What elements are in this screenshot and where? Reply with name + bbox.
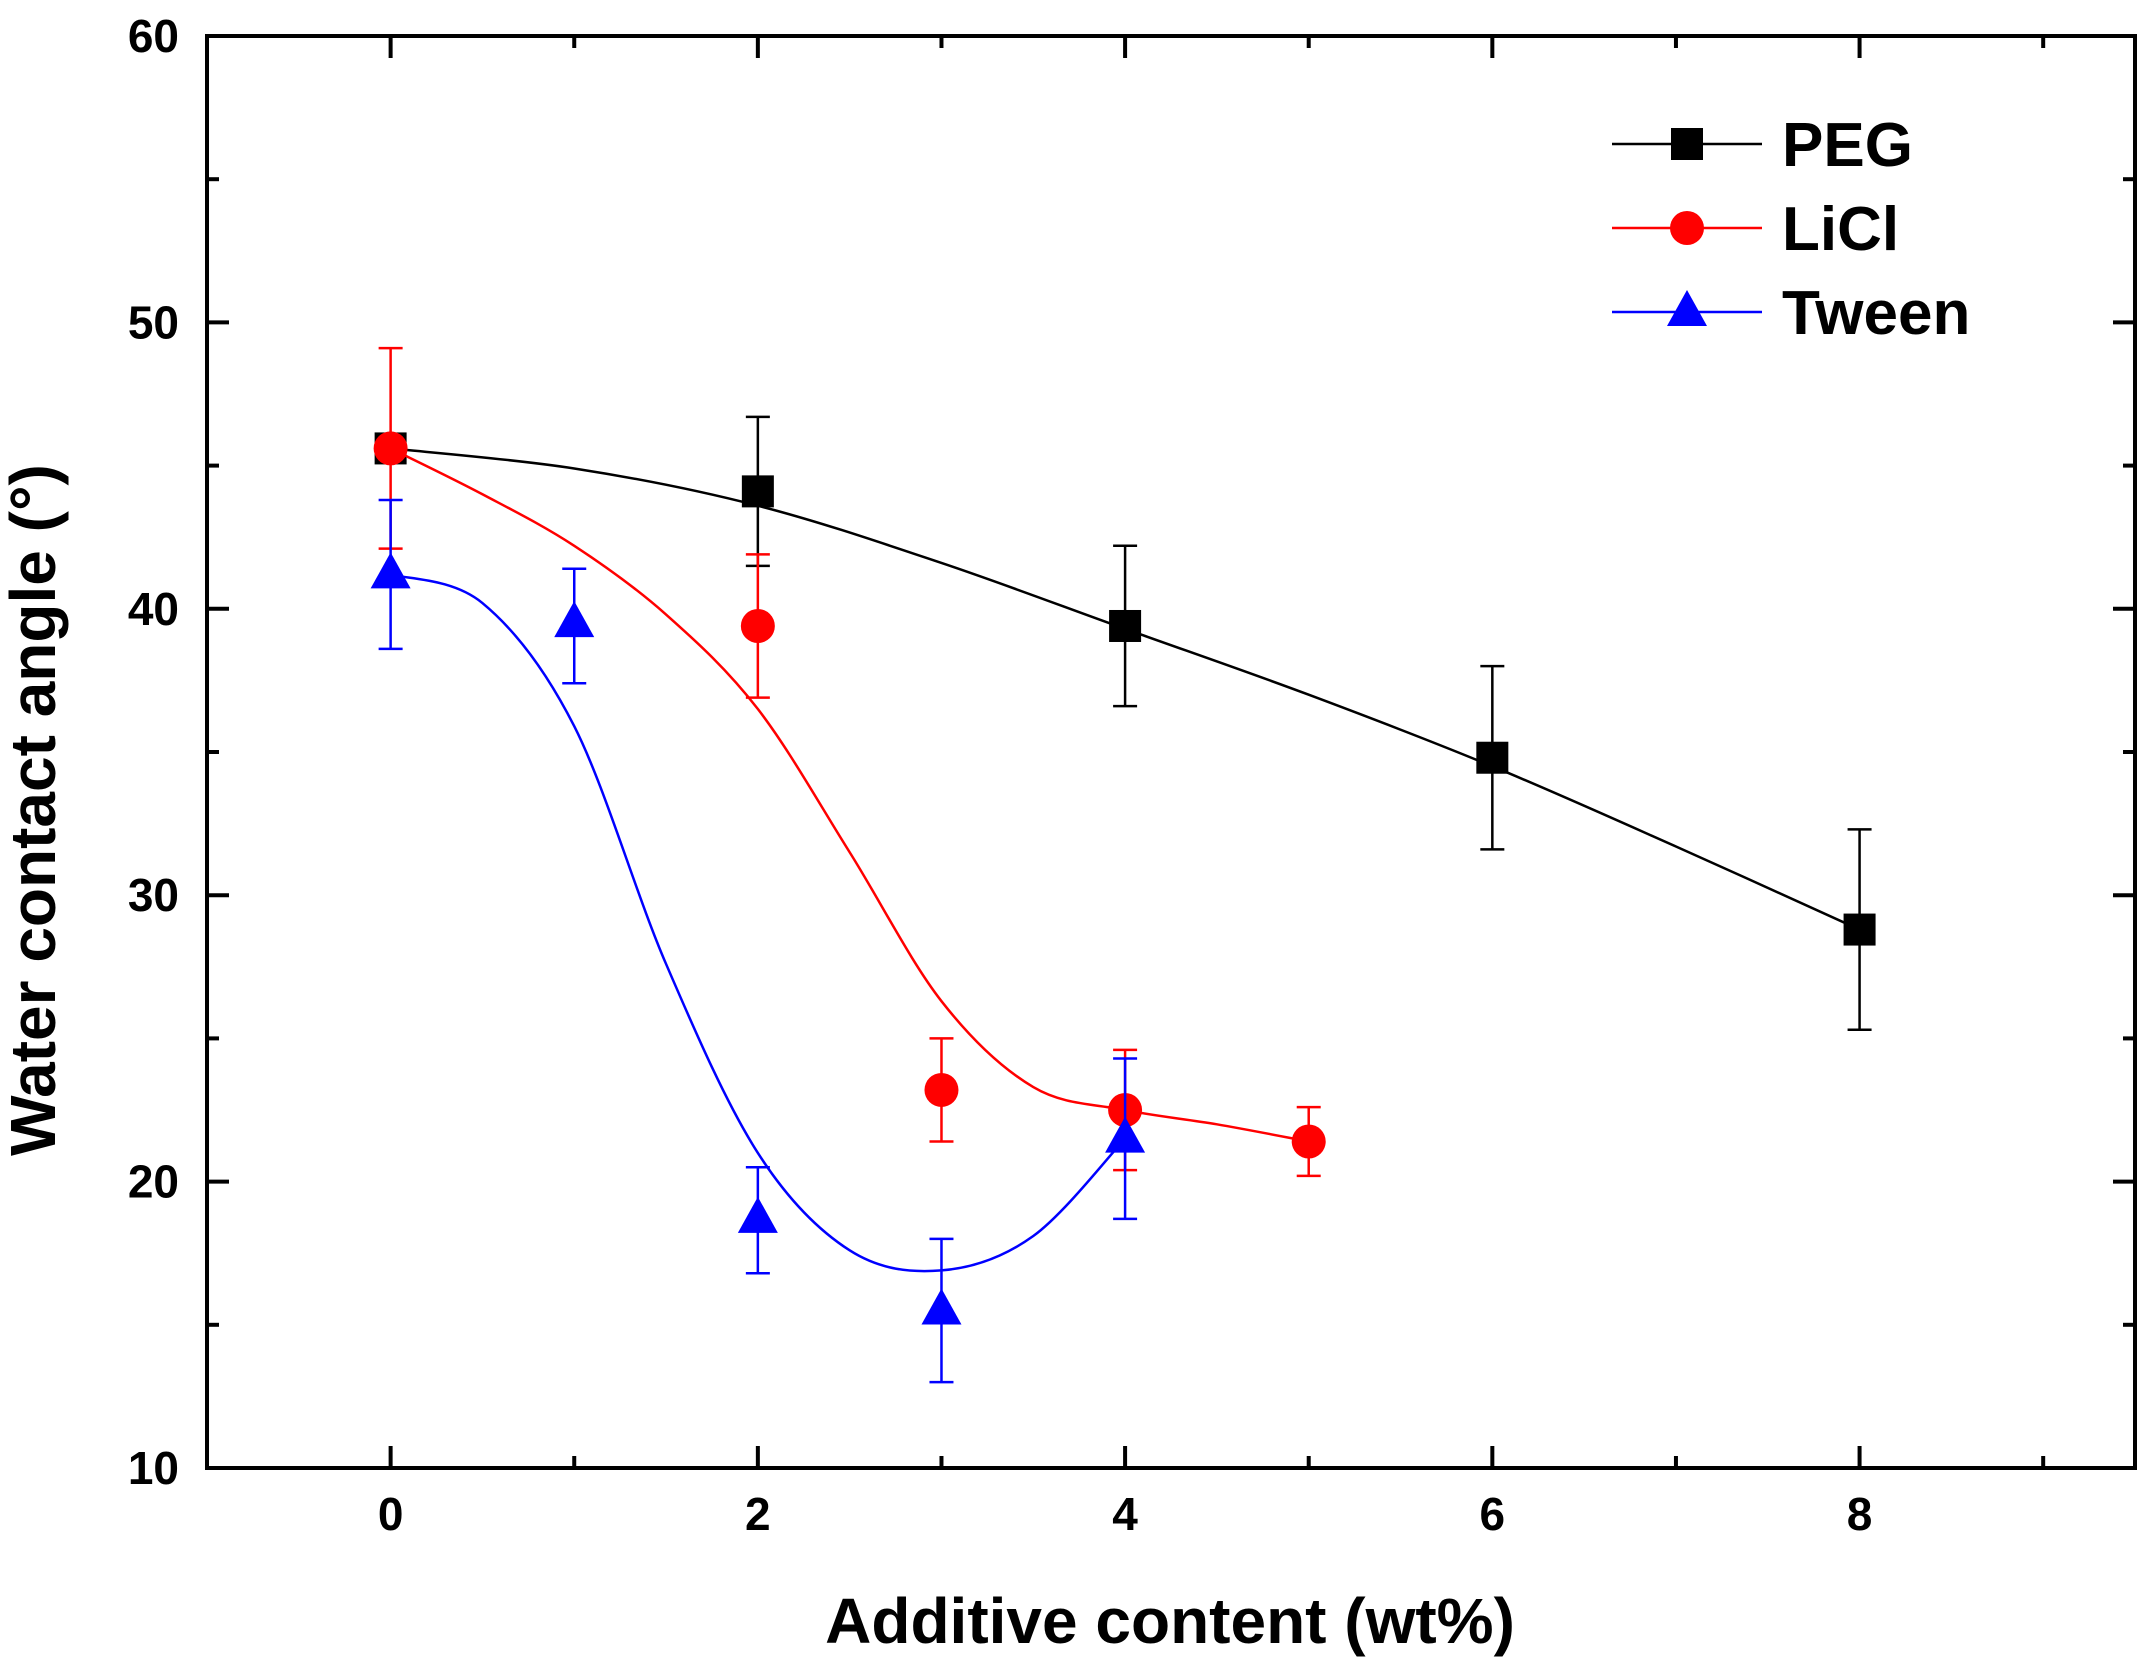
y-tick-label: 40 <box>128 583 179 635</box>
tween-data-point <box>1105 1116 1146 1153</box>
x-tick-label: 8 <box>1847 1488 1873 1540</box>
y-tick-label: 50 <box>128 296 179 348</box>
peg-data-point <box>1476 741 1509 774</box>
tween-data-point <box>554 601 595 638</box>
tween-fit-line <box>390 573 1127 1273</box>
peg-data-point <box>1109 609 1142 642</box>
legend-label-peg: PEG <box>1782 111 1913 180</box>
legend-label-tween: Tween <box>1782 279 1970 348</box>
x-tick-label: 4 <box>1112 1488 1138 1540</box>
series-peg <box>374 415 1876 1032</box>
y-tick-label: 10 <box>128 1442 179 1494</box>
legend: PEG LiCl Tween <box>1612 111 1970 348</box>
y-tick-label: 30 <box>128 869 179 921</box>
y-tick-label: 60 <box>128 10 179 62</box>
legend-marker-peg <box>1671 128 1703 160</box>
peg-data-point <box>741 475 774 508</box>
tween-data-point <box>737 1196 778 1233</box>
licl-data-point <box>373 431 408 466</box>
y-tick-label: 20 <box>128 1156 179 1208</box>
legend-marker-tween <box>1667 290 1707 326</box>
licl-data-point <box>924 1072 959 1107</box>
licl-data-point <box>740 608 775 643</box>
legend-label-licl: LiCl <box>1782 195 1899 264</box>
tween-data-point <box>370 552 411 589</box>
y-axis-title: Water contact angle (°) <box>0 464 69 1156</box>
x-tick-label: 2 <box>745 1488 771 1540</box>
tween-data-point <box>921 1288 962 1325</box>
licl-fit-line <box>390 447 1309 1143</box>
licl-data-point <box>1291 1124 1326 1159</box>
peg-data-point <box>1843 913 1876 946</box>
legend-marker-licl <box>1670 211 1704 245</box>
x-tick-label: 6 <box>1480 1488 1506 1540</box>
x-tick-label: 0 <box>378 1488 404 1540</box>
series-licl <box>373 346 1326 1178</box>
x-axis-title: Additive content (wt%) <box>825 1585 1515 1657</box>
series-tween <box>370 498 1146 1384</box>
